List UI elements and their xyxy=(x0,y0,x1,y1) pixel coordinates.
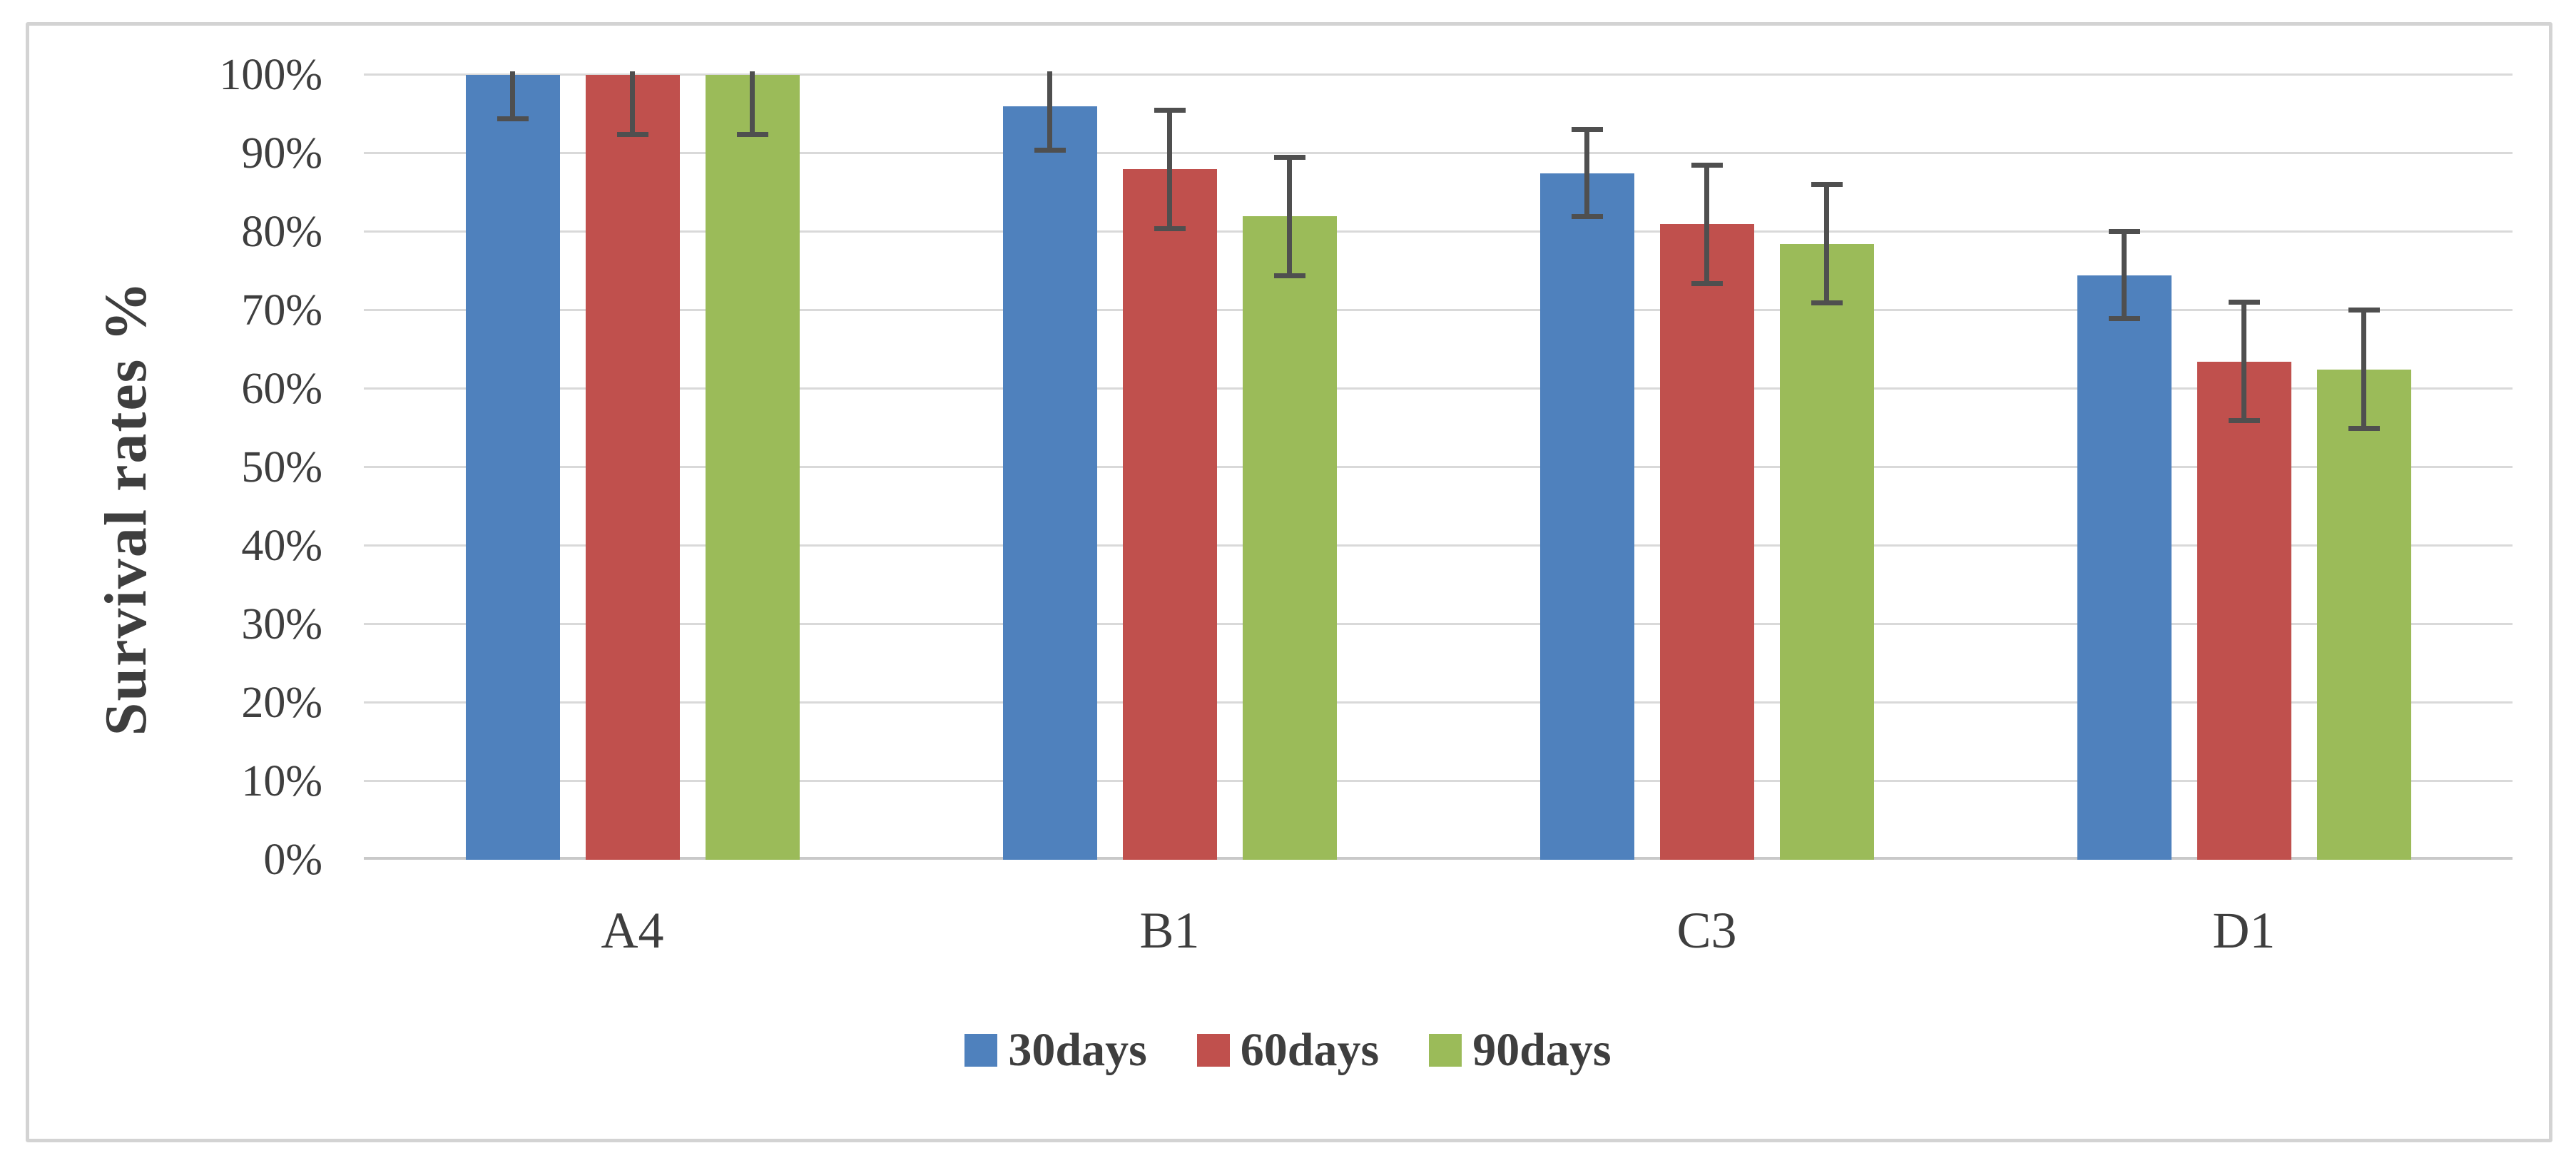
error-bar-cap-top-60days-D1 xyxy=(2228,300,2260,305)
x-category-label-C3: C3 xyxy=(1676,902,1737,959)
bar-60days-A4 xyxy=(585,71,680,860)
x-axis-line xyxy=(364,857,2513,860)
error-bar-line-90days-A4 xyxy=(750,71,755,134)
gridline-70 xyxy=(364,309,2513,311)
legend-item-90days: 90days xyxy=(1429,1022,1612,1079)
y-tick-label-100: 100% xyxy=(219,51,322,99)
gridline-80 xyxy=(364,230,2513,233)
y-tick-label-50: 50% xyxy=(241,443,322,492)
error-bar-line-60days-A4 xyxy=(630,71,635,134)
error-bar-line-90days-B1 xyxy=(1287,157,1292,275)
error-bar-cap-bottom-30days-B1 xyxy=(1034,147,1066,153)
gridline-30 xyxy=(364,623,2513,625)
error-bar-cap-top-90days-D1 xyxy=(2348,308,2380,313)
bar-30days-B1 xyxy=(1002,71,1097,860)
error-bar-line-30days-C3 xyxy=(1584,130,1589,216)
error-bar-cap-top-30days-C3 xyxy=(1571,127,1603,132)
legend-item-30days: 30days xyxy=(964,1022,1147,1079)
y-tick-label-0: 0% xyxy=(263,836,322,884)
error-bar-line-60days-C3 xyxy=(1704,165,1709,283)
y-tick-label-30: 30% xyxy=(241,600,322,649)
error-bar-line-90days-D1 xyxy=(2361,310,2366,428)
bar-cluster-C3 xyxy=(1539,127,1874,860)
error-bar-line-30days-D1 xyxy=(2122,232,2127,318)
legend-label-60days: 60days xyxy=(1240,1024,1380,1076)
error-bar-cap-bottom-90days-B1 xyxy=(1273,273,1305,278)
x-category-label-B1: B1 xyxy=(1139,902,1200,959)
error-bar-cap-bottom-30days-C3 xyxy=(1571,214,1603,219)
x-category-label-A4: A4 xyxy=(601,902,664,959)
error-bar-cap-bottom-30days-D1 xyxy=(2108,316,2140,321)
error-bar-cap-bottom-60days-B1 xyxy=(1154,225,1186,231)
y-tick-label-60: 60% xyxy=(241,365,322,413)
bar-90days-A4 xyxy=(705,71,800,860)
error-bar-line-90days-C3 xyxy=(1824,185,1829,303)
error-bar-line-60days-D1 xyxy=(2241,303,2246,420)
bar-cluster-D1 xyxy=(2077,229,2411,860)
y-tick-label-40: 40% xyxy=(241,522,322,570)
bar-90days-D1 xyxy=(2316,308,2411,860)
legend-swatch-90days xyxy=(1429,1034,1462,1067)
y-tick-label-20: 20% xyxy=(241,679,322,727)
bar-30days-C3 xyxy=(1539,127,1634,860)
y-tick-label-90: 90% xyxy=(241,129,322,178)
bar-groups-layer xyxy=(364,71,2513,860)
y-axis-tick-labels: 100% 90% 80% 70% 60% 50% 40% 30% 20% 10% 0% xyxy=(107,0,322,1168)
bar-cluster-A4 xyxy=(465,71,800,860)
legend-swatch-60days xyxy=(1196,1034,1230,1067)
y-tick-label-80: 80% xyxy=(241,208,322,256)
legend-item-60days: 60days xyxy=(1196,1022,1380,1079)
bar-group-C3 xyxy=(1438,71,1975,860)
error-bar-cap-bottom-30days-A4 xyxy=(497,116,529,121)
x-category-label-D1: D1 xyxy=(2212,902,2276,959)
gridline-90 xyxy=(364,152,2513,154)
error-bar-cap-bottom-60days-D1 xyxy=(2228,418,2260,423)
error-bar-cap-top-60days-C3 xyxy=(1691,162,1723,168)
error-bar-cap-top-90days-B1 xyxy=(1273,154,1305,160)
bar-90days-B1 xyxy=(1242,154,1337,860)
bar-60days-B1 xyxy=(1122,107,1217,860)
plot-area xyxy=(364,71,2513,860)
bar-30days-D1 xyxy=(2077,229,2172,860)
legend-swatch-30days xyxy=(964,1034,998,1067)
y-tick-label-10: 10% xyxy=(241,757,322,806)
error-bar-cap-bottom-90days-C3 xyxy=(1811,300,1843,305)
bar-30days-A4 xyxy=(465,71,560,860)
gridline-40 xyxy=(364,544,2513,547)
bar-cluster-B1 xyxy=(1002,71,1337,860)
gridline-50 xyxy=(364,466,2513,468)
gridline-20 xyxy=(364,701,2513,704)
bar-group-B1 xyxy=(901,71,1438,860)
gridline-60 xyxy=(364,387,2513,390)
error-bar-cap-top-30days-D1 xyxy=(2108,229,2140,234)
legend-label-90days: 90days xyxy=(1472,1024,1612,1076)
bar-group-A4 xyxy=(364,71,901,860)
error-bar-cap-bottom-90days-D1 xyxy=(2348,426,2380,431)
error-bar-line-30days-B1 xyxy=(1047,71,1052,150)
bar-group-D1 xyxy=(1975,71,2513,860)
error-bar-cap-top-90days-C3 xyxy=(1811,182,1843,187)
bar-60days-D1 xyxy=(2196,300,2291,860)
x-axis-category-labels: A4 B1 C3 D1 xyxy=(364,898,2513,963)
error-bar-cap-bottom-90days-A4 xyxy=(736,131,768,137)
gridline-10 xyxy=(364,780,2513,782)
error-bar-line-30days-A4 xyxy=(510,71,515,118)
error-bar-line-60days-B1 xyxy=(1167,110,1172,228)
bar-60days-C3 xyxy=(1659,162,1754,860)
chart-legend: 30days 60days 90days xyxy=(0,1022,2576,1079)
error-bar-cap-bottom-60days-C3 xyxy=(1691,280,1723,286)
gridline-100 xyxy=(364,73,2513,76)
bar-90days-C3 xyxy=(1779,182,1874,860)
error-bar-cap-top-60days-B1 xyxy=(1154,107,1186,113)
y-tick-label-70: 70% xyxy=(241,286,322,335)
error-bar-cap-bottom-60days-A4 xyxy=(616,131,648,137)
legend-label-30days: 30days xyxy=(1008,1024,1147,1076)
